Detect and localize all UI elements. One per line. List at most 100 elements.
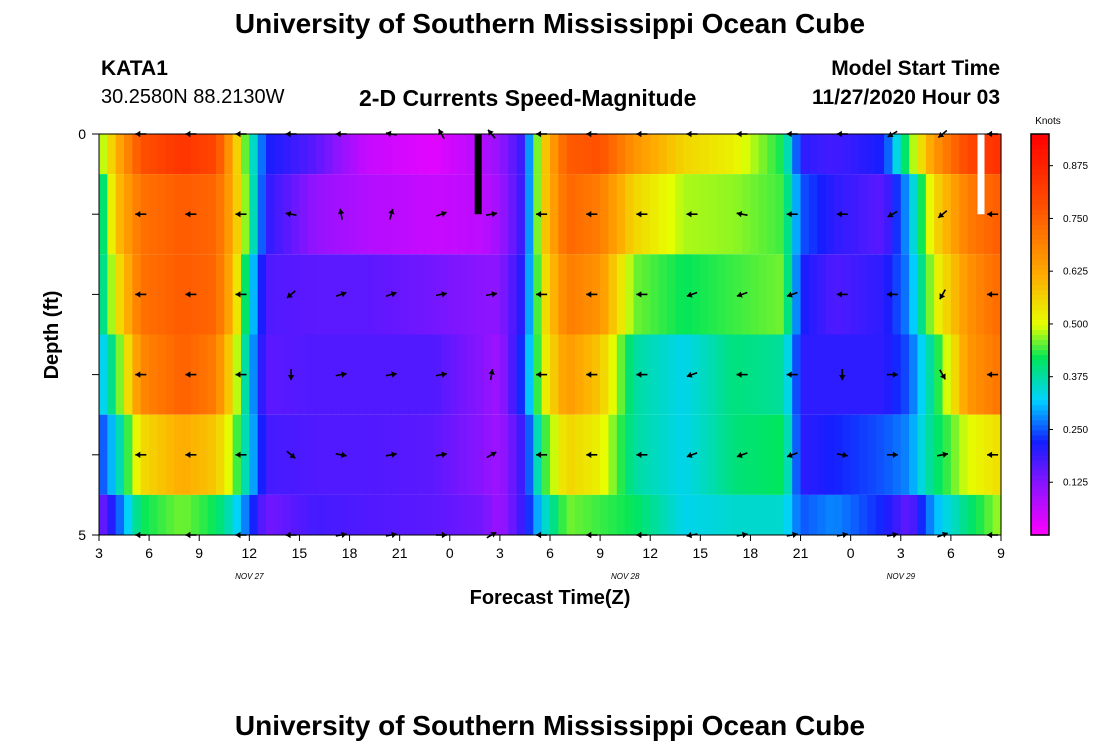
heatmap-cell — [516, 414, 526, 495]
heatmap-cell — [399, 334, 409, 415]
current-arrow — [586, 211, 598, 218]
heatmap-cell — [917, 334, 927, 415]
heatmap-cell — [282, 414, 292, 495]
current-arrow — [135, 371, 147, 378]
heatmap-cell — [783, 414, 793, 495]
current-arrow — [286, 290, 296, 299]
heatmap-cell — [691, 134, 701, 175]
heatmap-cell — [499, 334, 509, 415]
heatmap-cell — [174, 174, 184, 255]
heatmap-cell — [725, 134, 735, 175]
heatmap-cell — [900, 334, 910, 415]
current-arrow — [385, 451, 397, 458]
heatmap-cell — [959, 494, 969, 535]
heatmap-cell — [967, 174, 977, 255]
heatmap-cell — [499, 414, 509, 495]
heatmap-cell — [742, 174, 752, 255]
heatmap-cell — [808, 134, 818, 175]
heatmap-cell — [399, 494, 409, 535]
heatmap-cell — [817, 134, 827, 175]
current-arrow — [636, 451, 648, 458]
heatmap-cell — [850, 334, 860, 415]
heatmap-cell — [934, 494, 944, 535]
heatmap-cell — [892, 174, 902, 255]
heatmap-cell — [249, 414, 259, 495]
current-arrow — [736, 452, 748, 458]
current-arrow — [836, 211, 848, 218]
current-arrow — [338, 208, 345, 220]
current-arrow — [485, 211, 498, 218]
heatmap-cell — [867, 494, 877, 535]
y-tick-label: 0 — [78, 126, 86, 142]
heatmap-cell — [800, 174, 810, 255]
colorbar-segment — [1031, 324, 1049, 331]
colorbar-segment — [1031, 404, 1049, 411]
heatmap-cell — [516, 174, 526, 255]
heatmap-cell — [466, 174, 476, 255]
heatmap-cell — [316, 174, 326, 255]
x-tick-label: 9 — [195, 545, 203, 561]
colorbar-segment — [1031, 429, 1049, 436]
heatmap-cell — [875, 134, 885, 175]
colorbar-tick-label: 0.250 — [1063, 425, 1088, 436]
heatmap-cell — [967, 334, 977, 415]
heatmap-cell — [850, 134, 860, 175]
heatmap-cell — [324, 174, 334, 255]
heatmap-cell — [257, 414, 267, 495]
colorbar-segment — [1031, 144, 1049, 150]
heatmap-cell — [274, 494, 284, 535]
date-label: NOV 29 — [887, 572, 916, 581]
heatmap-cell — [307, 334, 317, 415]
heatmap-cell — [558, 414, 568, 495]
colorbar-segment — [1031, 274, 1049, 280]
heatmap-cell — [357, 174, 367, 255]
heatmap-cell — [566, 414, 576, 495]
heatmap-cell — [291, 494, 301, 535]
heatmap-cell — [508, 414, 518, 495]
colorbar-segment — [1031, 299, 1049, 306]
colorbar-tick-label: 0.125 — [1063, 478, 1088, 489]
colorbar-segment — [1031, 244, 1049, 250]
heatmap-cell — [767, 334, 777, 415]
heatmap-cell — [416, 134, 426, 175]
heatmap-cell — [274, 134, 284, 175]
heatmap-cell — [107, 414, 117, 495]
heatmap-cell — [725, 174, 735, 255]
heatmap-cell — [483, 414, 493, 495]
heatmap-cell — [650, 254, 660, 335]
current-arrow — [937, 210, 948, 219]
heatmap-cell — [357, 414, 367, 495]
heatmap-cell — [600, 174, 610, 255]
heatmap-cell — [257, 254, 267, 335]
current-arrow — [987, 451, 999, 458]
heatmap-cell — [508, 134, 518, 175]
heatmap-cell — [215, 334, 225, 415]
colorbar-segment — [1031, 374, 1049, 381]
current-arrow — [135, 211, 147, 218]
heatmap-cell — [775, 174, 785, 255]
heatmap-cell — [391, 494, 401, 535]
heatmap-cell — [708, 254, 718, 335]
heatmap-cell — [817, 254, 827, 335]
heatmap-cell — [867, 334, 877, 415]
colorbar-segment — [1031, 339, 1049, 346]
heatmap-cell — [992, 134, 1002, 175]
heatmap-cell — [859, 494, 868, 535]
heatmap-cell — [550, 414, 559, 495]
heatmap-cell — [332, 494, 342, 535]
colorbar-segment — [1031, 464, 1049, 471]
current-arrow — [786, 452, 798, 458]
heatmap-cell — [850, 494, 860, 535]
heatmap-cell — [307, 494, 317, 535]
heatmap-cell — [524, 254, 534, 335]
colorbar-segment — [1031, 414, 1049, 421]
heatmap-cell — [332, 134, 342, 175]
current-arrow — [736, 371, 748, 378]
heatmap-cell — [149, 134, 159, 175]
heatmap-cell — [416, 254, 426, 335]
heatmap-cell — [157, 254, 167, 335]
x-axis-title: Forecast Time(Z) — [470, 587, 631, 609]
colorbar-segment — [1031, 399, 1049, 406]
heatmap-cell — [967, 254, 977, 335]
heatmap-cell — [408, 334, 417, 415]
